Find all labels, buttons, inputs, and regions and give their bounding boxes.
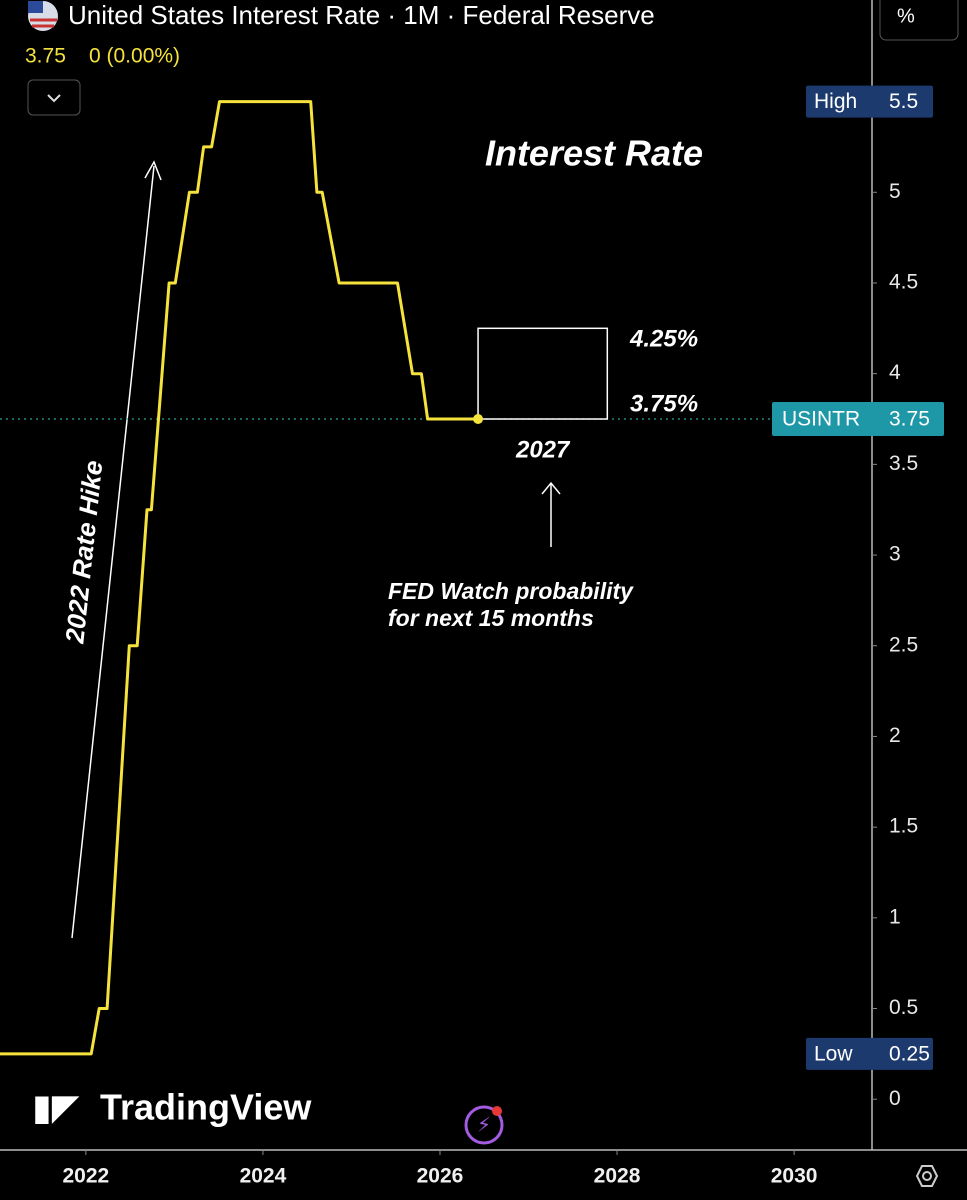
y-tick-label: 2.5 [889,633,918,656]
chevron-icon [47,94,61,103]
y-tick-label: 1 [889,905,901,928]
low-label: Low [814,1042,853,1065]
arrow-head [144,160,162,181]
y-tick-label: 2 [889,724,901,747]
note-line: for next 15 months [388,605,594,631]
y-tick-label: 0 [889,1087,901,1110]
scale-button-label: % [897,5,915,27]
scale-button[interactable] [879,0,959,41]
chart-title: United States Interest Rate · 1M · Feder… [68,0,655,30]
low-badge [806,1037,933,1070]
y-tick-label: 1.5 [889,815,918,838]
brand-logo: ▮◤ [32,1087,80,1128]
annotation-title: Interest Rate [485,133,703,174]
hike-arrow [71,165,155,939]
high-label: High [814,90,857,113]
settings-dot [922,1171,932,1181]
note-line: FED Watch probability [388,578,634,604]
high-badge [806,85,933,118]
alert-icon[interactable] [464,1105,504,1145]
forecast-box [477,327,609,420]
y-tick-label: 4 [889,361,901,384]
bolt-icon: ⚡ [477,1114,491,1136]
last-point [473,414,484,425]
y-tick-label: 3 [889,543,901,566]
x-tick-label: 2028 [594,1165,641,1188]
last-value: 3.75 [25,45,66,68]
high-value: 5.5 [889,90,918,113]
flag-canton [28,1,43,13]
symbol-value: 3.75 [889,408,930,431]
x-tick-label: 2022 [63,1165,110,1188]
collapse-button[interactable] [27,79,81,116]
low-value: 0.25 [889,1042,930,1065]
forecast-label: 3.75% [630,390,698,417]
forecast-year: 2027 [515,436,571,463]
y-tick-label: 5 [889,180,901,203]
forecast-label: 4.25% [629,326,698,353]
x-tick-label: 2026 [417,1165,464,1188]
symbol-badge [772,402,944,437]
x-tick-label: 2024 [240,1165,287,1188]
y-tick-label: 3.5 [889,452,918,475]
rate-line [0,100,479,1056]
x-tick-label: 2030 [771,1165,818,1188]
brand: TradingView [100,1087,312,1128]
badge [492,1106,502,1116]
y-tick-label: 4.5 [889,271,918,294]
change: 0 (0.00%) [89,45,180,68]
symbol-label: USINTR [782,408,860,431]
y-tick-label: 0.5 [889,996,918,1019]
settings-icon[interactable] [915,1165,939,1187]
arrow-head [541,481,561,495]
